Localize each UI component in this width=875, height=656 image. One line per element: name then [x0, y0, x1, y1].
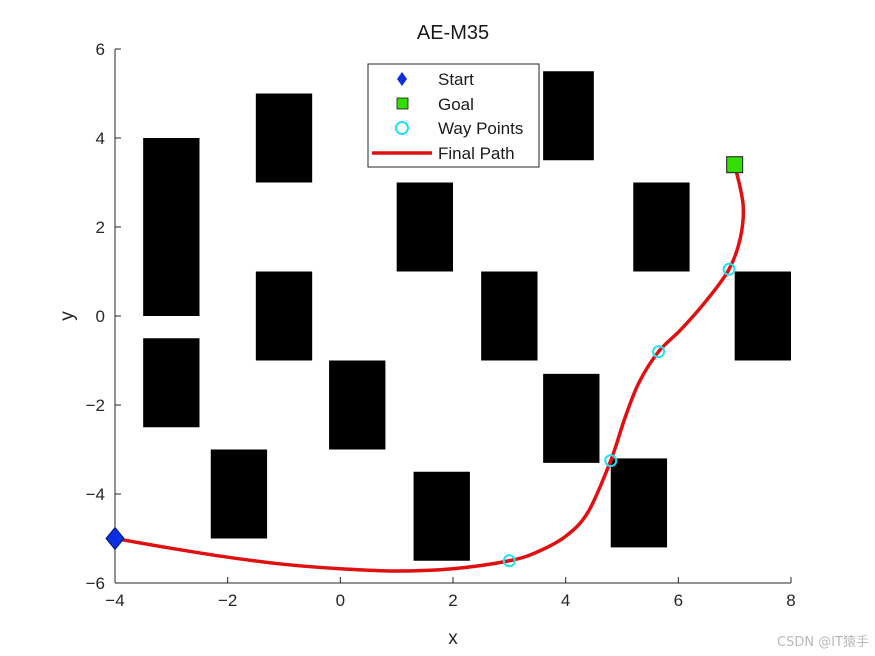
- y-axis-label: y: [57, 311, 78, 321]
- x-tick-label: 6: [674, 591, 683, 610]
- obstacle-13: [610, 458, 668, 548]
- obstacle-6: [329, 360, 386, 450]
- obstacle-8: [413, 471, 470, 561]
- y-tick-label: −6: [86, 574, 105, 593]
- start-marker: [105, 526, 125, 551]
- final-path-layer: [113, 162, 746, 573]
- x-axis-label: x: [448, 628, 458, 649]
- x-tick-label: −4: [105, 591, 124, 610]
- obstacle-4: [255, 271, 313, 361]
- x-tick-label: 0: [336, 591, 345, 610]
- way-point-4: [722, 262, 736, 276]
- legend-goal-label: Goal: [438, 95, 474, 114]
- legend-entry-way-points: Way Points: [395, 119, 523, 138]
- y-tick-label: 6: [96, 40, 105, 59]
- legend-way-points-label: Way Points: [438, 119, 523, 138]
- chart-title: AE-M35: [417, 22, 489, 44]
- legend: Start Goal Way Points Final Path: [367, 63, 540, 168]
- obstacle-2: [143, 338, 200, 428]
- legend-start-label: Start: [438, 70, 474, 89]
- y-tick-label: 2: [96, 218, 105, 237]
- obstacle-5: [210, 449, 268, 539]
- goal-marker: [726, 156, 744, 174]
- way-point-2: [604, 454, 618, 468]
- final-path-line: [113, 162, 746, 573]
- x-tick-label: 2: [448, 591, 457, 610]
- legend-final-path-label: Final Path: [438, 144, 515, 163]
- obstacles-layer: [143, 71, 791, 561]
- legend-goal-marker: [396, 97, 409, 110]
- obstacle-14: [734, 271, 791, 361]
- obstacle-10: [543, 71, 594, 161]
- way-point-3: [652, 345, 666, 359]
- legend-entry-start: Start: [397, 70, 474, 89]
- legend-box: [367, 63, 540, 168]
- x-tick-label: 4: [561, 591, 570, 610]
- obstacle-1: [143, 138, 200, 316]
- y-tick-label: 0: [96, 307, 105, 326]
- legend-entry-goal: Goal: [396, 95, 474, 114]
- way-point-1: [502, 554, 516, 568]
- y-tick-label: −2: [86, 396, 105, 415]
- watermark: CSDN @IT猿手: [777, 635, 869, 650]
- legend-entry-final-path: Final Path: [372, 144, 515, 163]
- markers-layer: [105, 156, 744, 568]
- y-tick-label: 4: [96, 129, 105, 148]
- obstacle-7: [396, 182, 453, 272]
- x-tick-label: 8: [786, 591, 795, 610]
- obstacle-11: [543, 373, 600, 463]
- legend-way-points-marker: [395, 121, 409, 135]
- obstacle-12: [633, 182, 690, 272]
- obstacle-9: [481, 271, 538, 361]
- axes: [114, 48, 792, 584]
- y-tick-label: −4: [86, 485, 105, 504]
- obstacle-3: [255, 93, 313, 183]
- legend-start-marker: [397, 72, 407, 86]
- x-tick-label: −2: [218, 591, 237, 610]
